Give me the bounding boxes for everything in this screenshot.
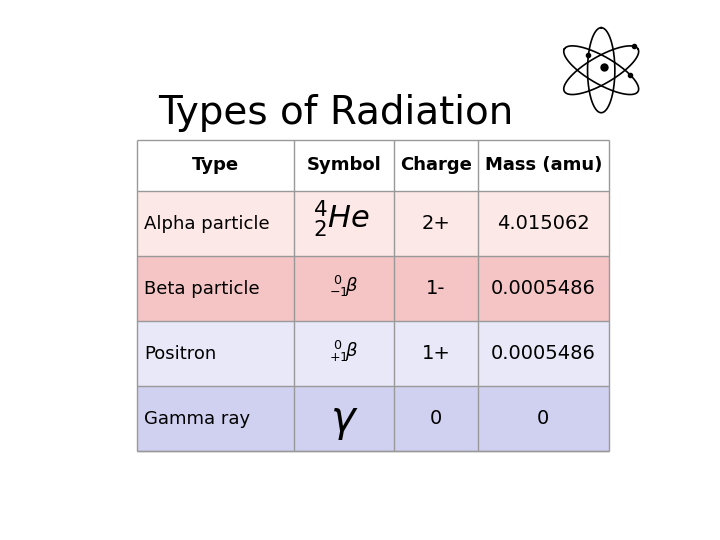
Text: Charge: Charge bbox=[400, 157, 472, 174]
Text: Mass (amu): Mass (amu) bbox=[485, 157, 602, 174]
Text: $^{4}_{2}He$: $^{4}_{2}He$ bbox=[312, 198, 369, 239]
Text: 0.0005486: 0.0005486 bbox=[491, 345, 596, 363]
Bar bbox=[138, 140, 609, 191]
Text: Alpha particle: Alpha particle bbox=[144, 214, 270, 233]
Text: 0: 0 bbox=[537, 409, 549, 428]
Bar bbox=[138, 387, 609, 451]
Text: $^{\ 0}_{-1}\!\beta$: $^{\ 0}_{-1}\!\beta$ bbox=[329, 274, 359, 299]
Bar bbox=[138, 256, 609, 321]
Text: 4.015062: 4.015062 bbox=[497, 214, 590, 233]
Text: 1+: 1+ bbox=[421, 345, 451, 363]
Text: $\gamma$: $\gamma$ bbox=[330, 400, 358, 442]
Text: Types of Radiation: Types of Radiation bbox=[158, 94, 513, 132]
Text: Positron: Positron bbox=[144, 345, 217, 363]
Text: 1-: 1- bbox=[426, 279, 446, 298]
Bar bbox=[138, 321, 609, 387]
Bar bbox=[138, 191, 609, 256]
Text: 2+: 2+ bbox=[421, 214, 451, 233]
Text: $^{\ 0}_{+1}\!\beta$: $^{\ 0}_{+1}\!\beta$ bbox=[329, 339, 359, 364]
Text: 0.0005486: 0.0005486 bbox=[491, 279, 596, 298]
Text: Type: Type bbox=[192, 157, 239, 174]
Text: 0: 0 bbox=[430, 409, 442, 428]
Text: Symbol: Symbol bbox=[307, 157, 382, 174]
Text: Gamma ray: Gamma ray bbox=[144, 410, 251, 428]
Text: Beta particle: Beta particle bbox=[144, 280, 260, 298]
